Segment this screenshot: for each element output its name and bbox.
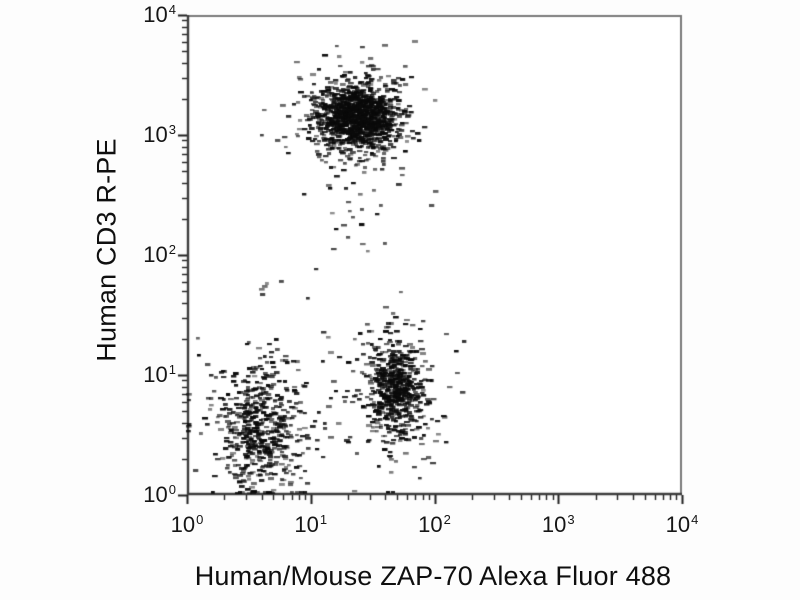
y-tick-label-10e2: 102 [143,242,176,267]
x-axis-title: Human/Mouse ZAP-70 Alexa Fluor 488 [194,561,672,591]
y-axis-title: Human CD3 R-PE [91,138,122,362]
y-tick-label-10e0: 100 [143,482,176,507]
x-tick-label-10e1: 101 [294,512,328,537]
y-tick-label-10e1: 101 [143,362,176,387]
x-tick-label-10e3: 103 [541,512,575,537]
x-tick-label-10e4: 104 [665,512,699,537]
x-tick-label-10e0: 100 [170,512,204,537]
y-tick-label-10e4: 104 [143,2,176,27]
y-tick-label-10e3: 103 [143,122,176,147]
x-tick-label-10e2: 102 [418,512,451,537]
